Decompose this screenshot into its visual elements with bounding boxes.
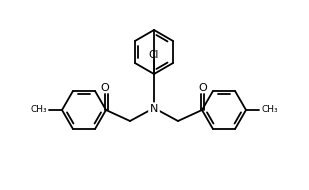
Text: CH₃: CH₃: [30, 105, 47, 115]
Text: N: N: [150, 104, 158, 114]
Text: O: O: [199, 83, 207, 93]
Text: Cl: Cl: [149, 50, 159, 60]
Text: CH₃: CH₃: [261, 105, 277, 115]
Text: O: O: [101, 83, 109, 93]
